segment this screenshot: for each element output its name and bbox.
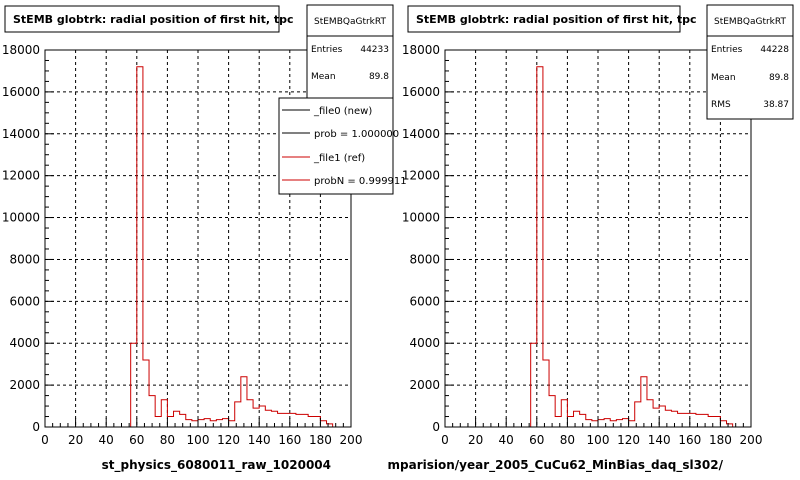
right-grid bbox=[445, 50, 751, 427]
left-y-tick-labels: 0 2000 4000 6000 8000 10000 12000 14000 16000 180… bbox=[2, 43, 40, 434]
left-x-tick-label: 140 bbox=[248, 433, 271, 447]
left-stats-name: StEMBQaGtrkRT bbox=[314, 17, 386, 27]
left-y-tick-label: 8000 bbox=[9, 252, 40, 266]
right-panel: 0 20 40 60 80 100 120 140 160 180 200 0 2000 4000 600… bbox=[388, 4, 794, 473]
right-stats-rms-value: 38.87 bbox=[763, 100, 789, 110]
left-stats-mean-value: 89.8 bbox=[369, 72, 389, 82]
left-stats-entries-label: Entries bbox=[311, 45, 343, 55]
left-x-tick-label: 100 bbox=[187, 433, 210, 447]
right-axis-ticks bbox=[444, 49, 752, 428]
right-stats-entries-value: 44228 bbox=[760, 45, 789, 55]
right-x-tick-label: 100 bbox=[587, 433, 610, 447]
right-histogram-line bbox=[445, 66, 751, 428]
left-chart-title: StEMB globtrk: radial position of first … bbox=[13, 13, 294, 26]
left-x-tick-label: 60 bbox=[129, 433, 144, 447]
left-x-tick-label: 200 bbox=[340, 433, 363, 447]
left-x-tick-label: 160 bbox=[278, 433, 301, 447]
left-x-tick-label: 40 bbox=[99, 433, 114, 447]
right-stats-name: StEMBQaGtrkRT bbox=[714, 17, 786, 27]
left-stats-entries-value: 44233 bbox=[360, 45, 389, 55]
right-x-tick-label: 80 bbox=[560, 433, 575, 447]
left-panel: 0 20 40 60 80 100 120 140 160 180 200 0 2000 4000 600… bbox=[2, 4, 407, 473]
right-histogram-series bbox=[445, 66, 751, 428]
left-x-tick-label: 0 bbox=[41, 433, 49, 447]
legend-entry-file0: _file0 (new) bbox=[313, 106, 372, 117]
legend-entry-prob: prob = 1.000000 bbox=[314, 129, 399, 140]
left-y-tick-label: 0 bbox=[32, 420, 40, 434]
left-y-tick-label: 10000 bbox=[2, 211, 40, 225]
left-y-tick-label: 4000 bbox=[9, 336, 40, 350]
legend-entry-probn: probN = 0.999911 bbox=[314, 176, 407, 187]
right-x-tick-label: 40 bbox=[499, 433, 514, 447]
right-x-tick-label: 0 bbox=[441, 433, 449, 447]
right-y-tick-label: 18000 bbox=[402, 43, 440, 57]
left-x-tick-label: 80 bbox=[160, 433, 175, 447]
right-x-tick-label: 160 bbox=[678, 433, 701, 447]
left-y-tick-label: 14000 bbox=[2, 127, 40, 141]
right-x-tick-label: 120 bbox=[617, 433, 640, 447]
legend-box: _file0 (new) prob = 1.000000 _file1 (ref… bbox=[278, 97, 407, 195]
right-y-tick-label: 12000 bbox=[402, 169, 440, 183]
right-chart-title: StEMB globtrk: radial position of first … bbox=[416, 13, 697, 26]
right-stats-box: StEMBQaGtrkRT Entries 44228 Mean 89.8 RM… bbox=[706, 4, 794, 120]
left-x-tick-labels: 0 20 40 60 80 100 120 140 160 180 200 bbox=[41, 433, 362, 447]
left-y-tick-label: 16000 bbox=[2, 85, 40, 99]
right-y-tick-label: 4000 bbox=[409, 336, 440, 350]
right-y-tick-label: 6000 bbox=[409, 294, 440, 308]
right-x-axis-label: mparision/year_2005_CuCu62_MinBias_daq_s… bbox=[388, 458, 724, 473]
right-y-tick-labels: 0 2000 4000 6000 8000 10000 12000 14000 16000 180… bbox=[402, 43, 440, 434]
right-y-tick-label: 14000 bbox=[402, 127, 440, 141]
left-x-tick-label: 120 bbox=[217, 433, 240, 447]
right-x-tick-label: 140 bbox=[648, 433, 671, 447]
left-stats-mean-label: Mean bbox=[311, 72, 336, 82]
right-stats-mean-label: Mean bbox=[711, 73, 736, 83]
right-y-tick-label: 8000 bbox=[409, 252, 440, 266]
right-x-tick-label: 60 bbox=[529, 433, 544, 447]
left-grid bbox=[45, 50, 351, 427]
right-stats-mean-value: 89.8 bbox=[769, 73, 789, 83]
left-x-tick-label: 180 bbox=[309, 433, 332, 447]
right-title-box: StEMB globtrk: radial position of first … bbox=[407, 5, 697, 33]
right-stats-rms-label: RMS bbox=[711, 100, 731, 110]
left-x-tick-label: 20 bbox=[68, 433, 83, 447]
right-x-tick-label: 180 bbox=[709, 433, 732, 447]
left-y-tick-label: 2000 bbox=[9, 378, 40, 392]
right-y-tick-label: 2000 bbox=[409, 378, 440, 392]
left-y-tick-label: 6000 bbox=[9, 294, 40, 308]
right-y-tick-label: 10000 bbox=[402, 211, 440, 225]
right-stats-entries-label: Entries bbox=[711, 45, 743, 55]
left-y-tick-label: 12000 bbox=[2, 169, 40, 183]
left-x-axis-label: st_physics_6080011_raw_1020004 bbox=[102, 458, 331, 473]
right-x-tick-labels: 0 20 40 60 80 100 120 140 160 180 200 bbox=[441, 433, 762, 447]
right-y-tick-label: 0 bbox=[432, 420, 440, 434]
right-x-tick-label: 200 bbox=[740, 433, 763, 447]
left-title-box: StEMB globtrk: radial position of first … bbox=[4, 5, 294, 33]
left-y-tick-label: 18000 bbox=[2, 43, 40, 57]
left-axis-ticks bbox=[44, 49, 352, 428]
legend-entry-file1: _file1 (ref) bbox=[313, 153, 365, 164]
right-x-tick-label: 20 bbox=[468, 433, 483, 447]
right-y-tick-label: 16000 bbox=[402, 85, 440, 99]
